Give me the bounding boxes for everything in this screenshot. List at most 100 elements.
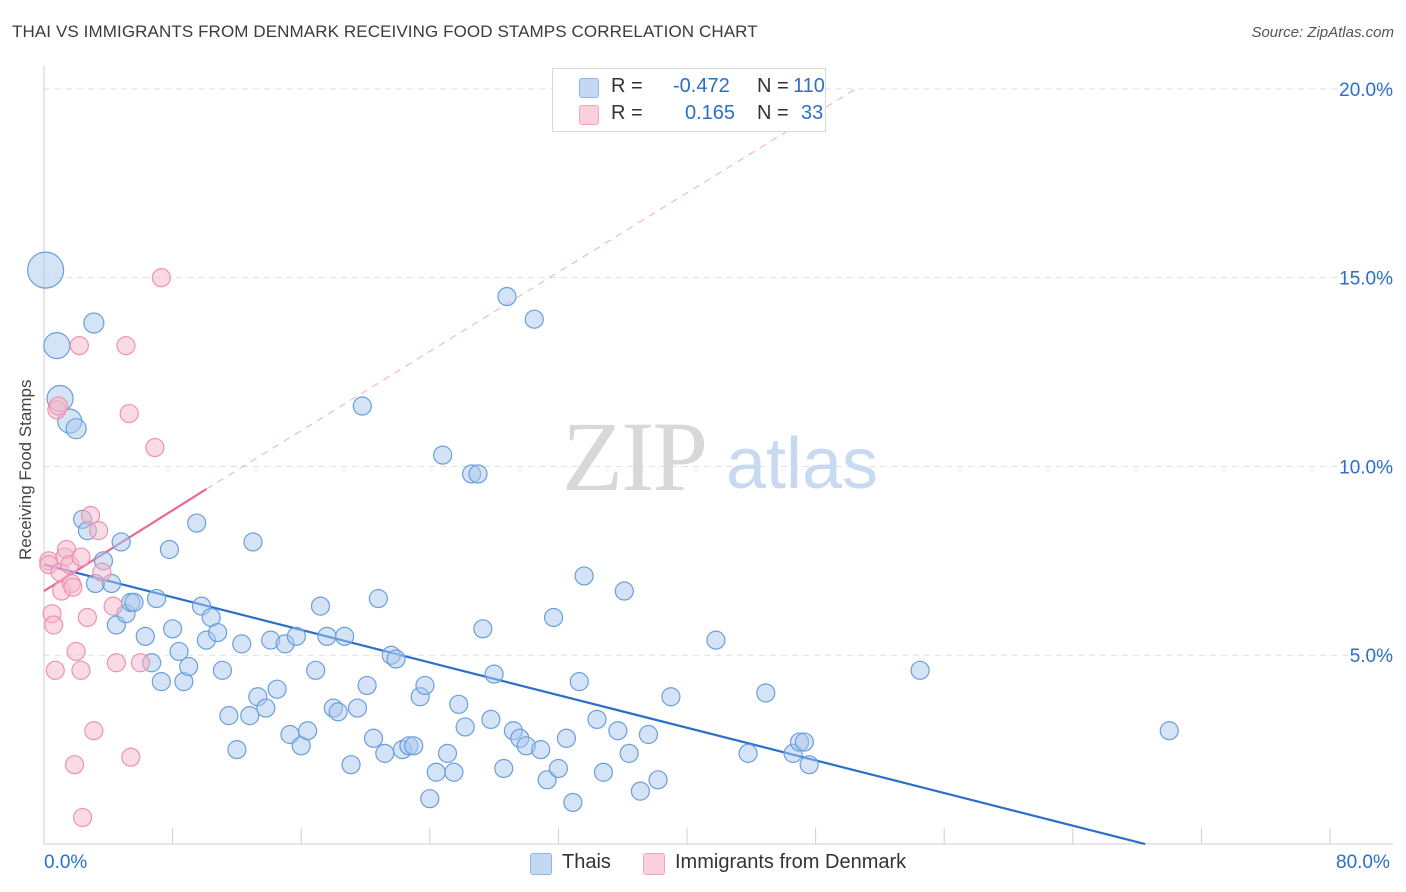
legend-swatch-denmark <box>579 105 599 125</box>
data-point-thais <box>494 758 514 779</box>
data-point-thais <box>159 539 179 560</box>
r-label: R = <box>611 75 643 97</box>
data-point-thais <box>455 717 475 737</box>
data-point-thais <box>799 755 819 775</box>
y-tick-label: 5.0% <box>1350 646 1393 667</box>
data-point-denmark <box>45 660 65 680</box>
x-min-label: 0.0% <box>44 852 88 873</box>
data-point-thais <box>208 622 228 643</box>
data-point-thais <box>548 758 569 779</box>
data-point-thais <box>619 743 639 763</box>
data-point-thais <box>569 672 589 692</box>
watermark-zip: ZIP <box>562 401 706 512</box>
data-point-thais <box>404 736 424 756</box>
data-point-thais <box>375 743 395 763</box>
data-point-thais <box>298 721 318 741</box>
data-point-thais <box>468 464 488 484</box>
data-point-thais <box>481 709 501 730</box>
data-point-denmark <box>64 755 85 775</box>
data-point-thais <box>415 675 435 696</box>
data-point-denmark <box>63 577 83 597</box>
y-tick-labels: 5.0% 10.0% 15.0% 20.0% <box>1339 80 1393 667</box>
n-value: 33 <box>801 102 824 124</box>
data-point-denmark <box>66 641 86 662</box>
data-point-denmark <box>44 615 64 635</box>
y-axis-title: Receiving Food Stamps <box>16 379 35 560</box>
data-point-thais <box>146 588 167 609</box>
data-point-thais <box>43 332 71 360</box>
data-point-denmark <box>72 807 93 828</box>
legend-swatch <box>530 853 552 875</box>
data-point-thais <box>286 626 306 646</box>
data-point-thais <box>437 743 458 763</box>
data-point-thais <box>386 649 406 669</box>
data-point-denmark <box>106 653 126 673</box>
data-point-thais <box>163 619 183 639</box>
r-value: 0.165 <box>685 102 736 124</box>
data-point-thais <box>27 251 65 289</box>
data-point-thais <box>556 728 577 748</box>
data-point-denmark <box>145 437 165 458</box>
data-point-thais <box>756 683 776 703</box>
data-point-thais <box>706 630 726 650</box>
data-point-thais <box>608 721 628 741</box>
data-point-denmark <box>116 336 136 356</box>
data-point-thais <box>363 728 384 748</box>
data-point-thais <box>738 743 758 763</box>
legend-swatch <box>643 853 665 875</box>
data-point-thais <box>306 660 326 680</box>
data-point-thais <box>574 566 594 586</box>
data-point-thais <box>543 607 564 628</box>
data-point-denmark <box>84 721 104 741</box>
data-point-thais <box>135 626 155 646</box>
data-point-thais <box>347 698 368 718</box>
y-tick-label: 20.0% <box>1339 80 1393 101</box>
data-point-thais <box>1159 721 1179 741</box>
data-point-thais <box>426 762 446 782</box>
data-point-thais <box>328 702 348 722</box>
x-max-label: 80.0% <box>1336 852 1390 873</box>
y-tick-label: 10.0% <box>1339 457 1393 478</box>
data-point-denmark <box>130 653 151 673</box>
data-point-thais <box>531 740 551 760</box>
n-value: 110 <box>793 75 825 97</box>
data-point-thais <box>187 513 207 533</box>
data-point-denmark <box>77 607 98 628</box>
data-point-denmark <box>69 336 89 356</box>
data-point-thais <box>497 286 517 307</box>
chart-title: THAI VS IMMIGRANTS FROM DENMARK RECEIVIN… <box>12 22 758 41</box>
data-point-thais <box>83 312 105 334</box>
data-point-denmark <box>119 403 139 424</box>
legend-swatch-thais <box>579 78 599 98</box>
data-point-thais <box>179 656 199 677</box>
data-point-denmark <box>121 747 141 767</box>
data-point-thais <box>661 687 681 707</box>
data-points <box>27 251 1179 828</box>
stats-legend: R = -0.472 N = 110 R = 0.165 N = 33 <box>552 68 826 132</box>
legend-label: Thais <box>562 851 611 873</box>
data-point-thais <box>317 626 337 646</box>
data-point-thais <box>310 596 331 616</box>
source-credit: Source: ZipAtlas.com <box>1251 24 1394 41</box>
data-point-thais <box>151 672 171 692</box>
data-point-denmark <box>48 396 69 416</box>
data-point-thais <box>630 781 650 801</box>
data-point-denmark <box>71 547 91 567</box>
watermark: ZIP atlas <box>562 401 878 512</box>
n-label: N = <box>757 102 789 124</box>
data-point-thais <box>240 706 260 726</box>
data-point-thais <box>433 445 453 465</box>
data-point-denmark <box>103 596 123 616</box>
data-point-thais <box>219 706 239 726</box>
data-point-thais <box>444 762 464 782</box>
r-value: -0.472 <box>673 75 730 97</box>
data-point-thais <box>243 532 263 552</box>
watermark-atlas: atlas <box>726 424 878 504</box>
data-point-thais <box>368 588 388 609</box>
data-point-thais <box>638 724 659 745</box>
data-point-denmark <box>71 660 91 680</box>
data-point-thais <box>587 709 607 730</box>
data-point-thais <box>449 694 469 714</box>
data-point-denmark <box>92 562 112 582</box>
